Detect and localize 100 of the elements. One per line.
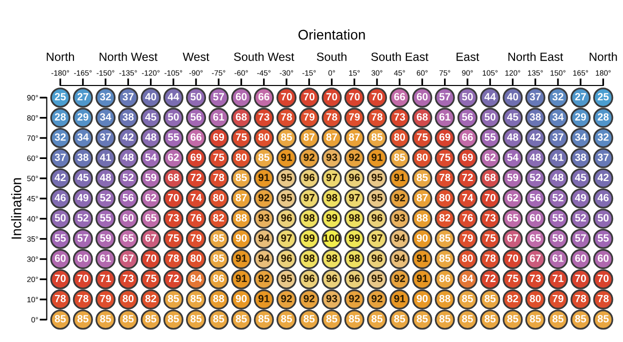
data-label: 86 <box>213 274 224 282</box>
data-label: 96 <box>326 274 338 282</box>
data-label: 29 <box>77 113 88 121</box>
data-label: 67 <box>145 234 156 242</box>
data-label: 48 <box>100 174 112 182</box>
data-label: 85 <box>168 294 179 302</box>
data-label: 91 <box>394 174 406 182</box>
data-label: 91 <box>416 274 428 282</box>
data-label: 70 <box>145 254 156 262</box>
data-label: 96 <box>281 254 292 262</box>
data-label: 91 <box>281 154 292 161</box>
data-label: 78 <box>484 254 496 262</box>
data-label: 68 <box>168 174 179 182</box>
data-label: 78 <box>326 113 338 121</box>
data-label: 70 <box>281 93 292 100</box>
data-label: 49 <box>77 194 88 202</box>
data-label: 60 <box>236 93 247 100</box>
data-label: 37 <box>530 93 541 100</box>
data-label: 90 <box>416 234 428 242</box>
data-label: 82 <box>213 214 224 222</box>
data-label: 46 <box>598 194 609 202</box>
data-label: 95 <box>281 194 292 202</box>
data-label: 85 <box>100 315 112 322</box>
data-label: 79 <box>304 113 315 121</box>
data-label: 90 <box>416 294 428 302</box>
data-label: 72 <box>168 274 179 282</box>
data-label: 28 <box>54 113 66 121</box>
data-label: 32 <box>54 133 66 141</box>
data-label: 40 <box>507 93 518 100</box>
data-label: 94 <box>258 234 270 242</box>
data-label: 95 <box>281 274 292 282</box>
data-label: 85 <box>281 315 292 322</box>
text: South <box>316 52 346 61</box>
data-label: 42 <box>530 133 541 141</box>
data-label: 78 <box>575 294 586 302</box>
data-label: 92 <box>394 274 405 282</box>
data-label: 98 <box>326 254 338 262</box>
data-label: 80 <box>394 133 405 141</box>
data-label: 45 <box>145 113 156 121</box>
data-label: 92 <box>304 154 315 161</box>
data-label: 75 <box>416 134 428 141</box>
data-label: 70 <box>372 93 382 100</box>
data-label: 70 <box>326 93 338 100</box>
data-label: 60 <box>122 214 134 222</box>
data-label: 70 <box>78 274 88 282</box>
data-label: 91 <box>394 294 406 302</box>
data-label: 82 <box>507 294 518 302</box>
data-label: 80 <box>416 154 428 161</box>
data-label: 85 <box>462 294 473 302</box>
data-label: 62 <box>145 194 156 202</box>
text: East <box>456 52 480 61</box>
data-label: 91 <box>258 174 270 182</box>
data-label: 65 <box>122 234 134 242</box>
data-label: 87 <box>416 194 428 202</box>
data-label: 50 <box>190 93 202 100</box>
data-label: 37 <box>122 93 134 100</box>
data-label: 85 <box>416 315 428 322</box>
data-label: 100 <box>324 234 340 242</box>
data-label: 45 <box>507 113 518 121</box>
data-label: 50 <box>484 113 496 121</box>
data-label: 37 <box>100 133 111 141</box>
data-label: 85 <box>348 315 360 322</box>
data-label: 80 <box>462 254 473 262</box>
data-label: 94 <box>258 254 270 262</box>
data-label: 66 <box>462 133 473 141</box>
data-label: 92 <box>304 294 315 302</box>
data-label: 70 <box>507 254 518 262</box>
data-label: 66 <box>394 93 406 100</box>
data-label: 62 <box>484 154 496 161</box>
data-label: 48 <box>507 133 518 141</box>
data-label: 70 <box>598 274 609 282</box>
data-label: 32 <box>552 93 564 100</box>
data-label: 97 <box>281 234 292 242</box>
data-label: 80 <box>258 133 270 141</box>
data-label: 60 <box>530 214 541 222</box>
data-label: 73 <box>168 214 179 222</box>
data-label: 55 <box>552 214 564 222</box>
data-label: 79 <box>462 234 473 242</box>
data-label: 61 <box>552 254 564 262</box>
data-label: 73 <box>484 214 496 222</box>
data-label: 61 <box>439 113 450 121</box>
data-label: 78 <box>440 174 450 182</box>
data-label: 88 <box>416 214 428 222</box>
data-label: 50 <box>598 214 609 222</box>
data-label: 75 <box>440 154 450 161</box>
data-label: 85 <box>190 294 202 302</box>
data-label: 75 <box>213 154 224 161</box>
x-axis-title: Orientation <box>298 29 365 40</box>
data-label: 59 <box>507 174 518 182</box>
data-label: 93 <box>394 214 406 222</box>
data-label: 91 <box>372 154 382 161</box>
data-label: 44 <box>484 93 496 100</box>
data-label: 65 <box>145 214 156 222</box>
data-label: 52 <box>77 214 88 222</box>
data-label: 65 <box>507 214 518 222</box>
data-label: 32 <box>598 133 609 141</box>
data-label: 96 <box>304 174 315 182</box>
data-label: 90 <box>236 234 247 242</box>
data-label: 74 <box>462 194 474 202</box>
data-label: 72 <box>484 274 496 282</box>
